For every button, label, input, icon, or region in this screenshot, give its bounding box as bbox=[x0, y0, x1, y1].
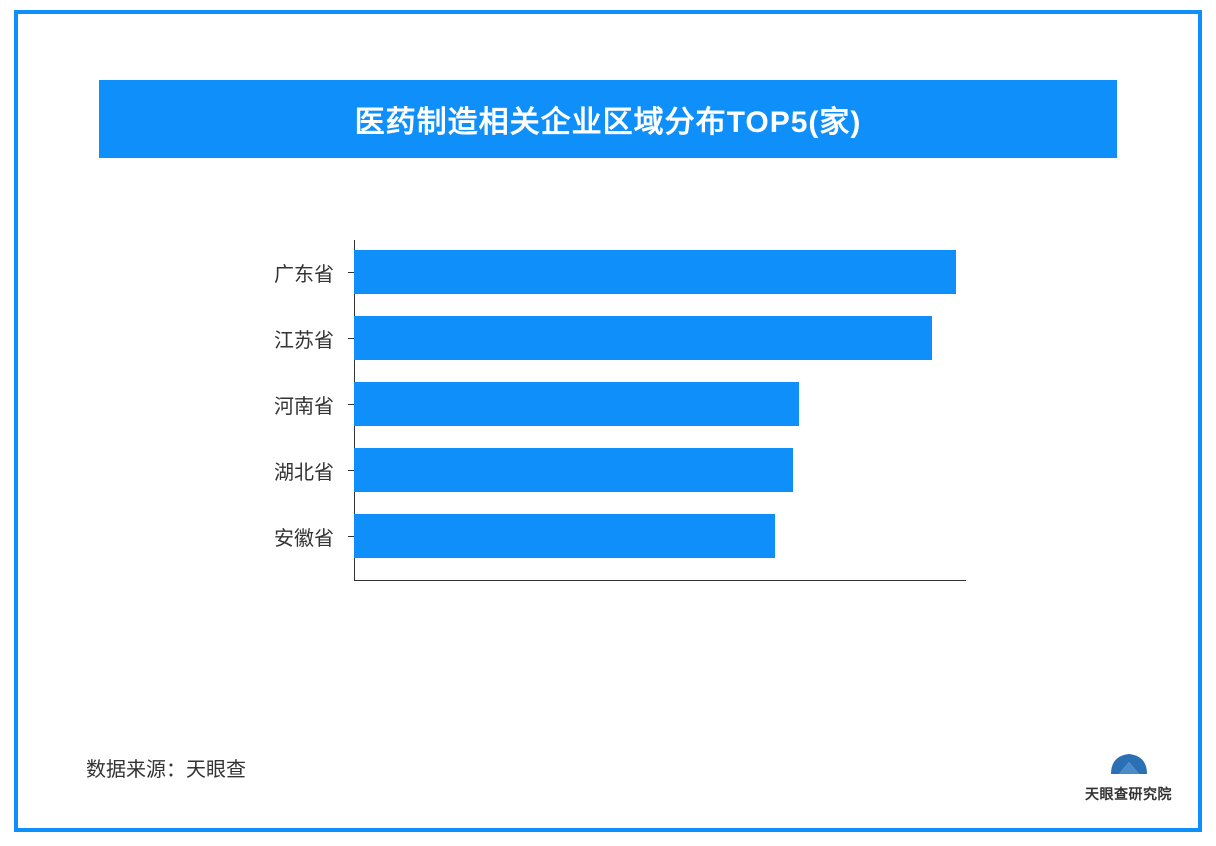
bar-label: 广东省 bbox=[250, 258, 344, 287]
bar-fill bbox=[354, 514, 775, 558]
axis-tick bbox=[348, 272, 354, 273]
bar-row: 安徽省 bbox=[250, 514, 970, 558]
bar-row: 广东省 bbox=[250, 250, 970, 294]
data-source: 数据来源：天眼查 bbox=[86, 753, 246, 782]
bar-fill bbox=[354, 448, 793, 492]
axis-tick bbox=[348, 338, 354, 339]
logo: 天眼查研究院 bbox=[1085, 744, 1172, 804]
bar-fill bbox=[354, 250, 956, 294]
bar-label: 安徽省 bbox=[250, 522, 344, 551]
logo-icon bbox=[1103, 744, 1155, 780]
bar-fill bbox=[354, 316, 932, 360]
chart-title: 医药制造相关企业区域分布TOP5(家) bbox=[99, 80, 1117, 158]
bar-chart: 广东省 江苏省 河南省 湖北省 安徽省 bbox=[250, 240, 970, 580]
bar-row: 湖北省 bbox=[250, 448, 970, 492]
logo-text: 天眼查研究院 bbox=[1085, 784, 1172, 804]
axis-tick bbox=[348, 536, 354, 537]
bar-label: 江苏省 bbox=[250, 324, 344, 353]
bar-label: 河南省 bbox=[250, 390, 344, 419]
bar-row: 河南省 bbox=[250, 382, 970, 426]
x-axis bbox=[354, 580, 966, 581]
bar-fill bbox=[354, 382, 799, 426]
bar-label: 湖北省 bbox=[250, 456, 344, 485]
bar-row: 江苏省 bbox=[250, 316, 970, 360]
axis-tick bbox=[348, 470, 354, 471]
axis-tick bbox=[348, 404, 354, 405]
